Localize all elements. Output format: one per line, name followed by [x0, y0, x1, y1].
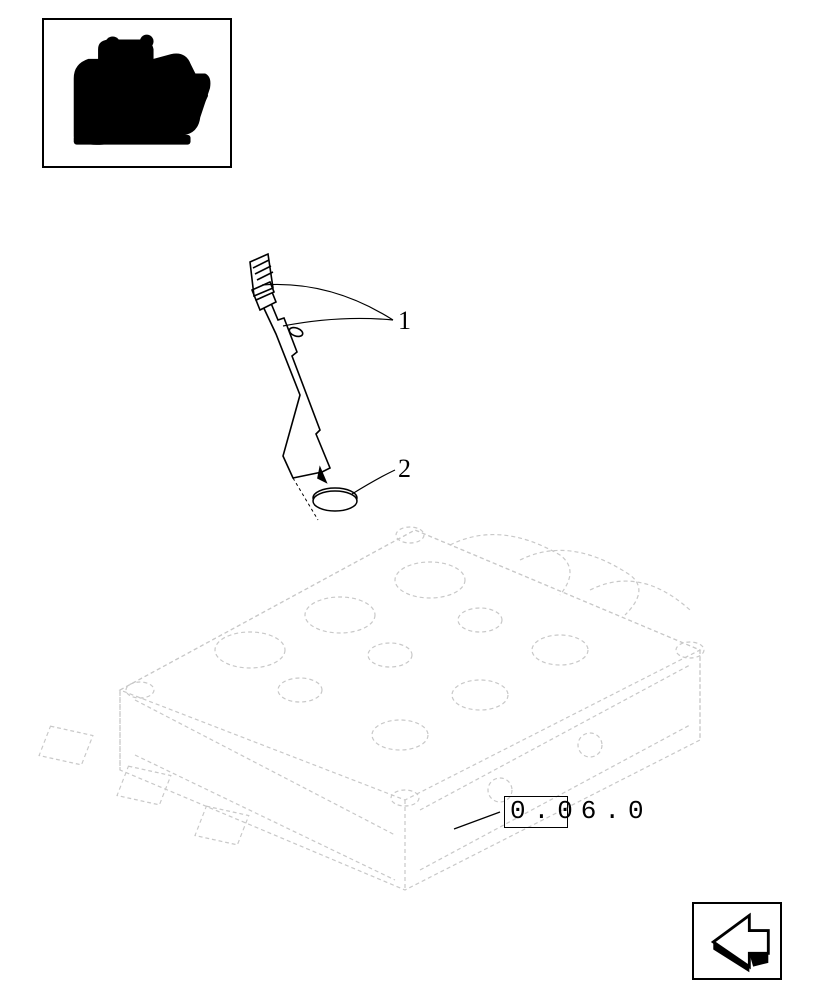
callout-label-2: 2 — [398, 454, 411, 484]
reference-label: 0.06.0 — [510, 796, 652, 826]
cylinder-head-ghost — [39, 527, 704, 890]
leader-lines — [262, 284, 500, 829]
washer-part — [313, 488, 357, 511]
injector-part — [250, 254, 330, 520]
back-button[interactable] — [692, 902, 782, 980]
callout-label-1: 1 — [398, 306, 411, 336]
exploded-diagram — [0, 0, 816, 1000]
back-arrow-icon — [694, 904, 780, 978]
